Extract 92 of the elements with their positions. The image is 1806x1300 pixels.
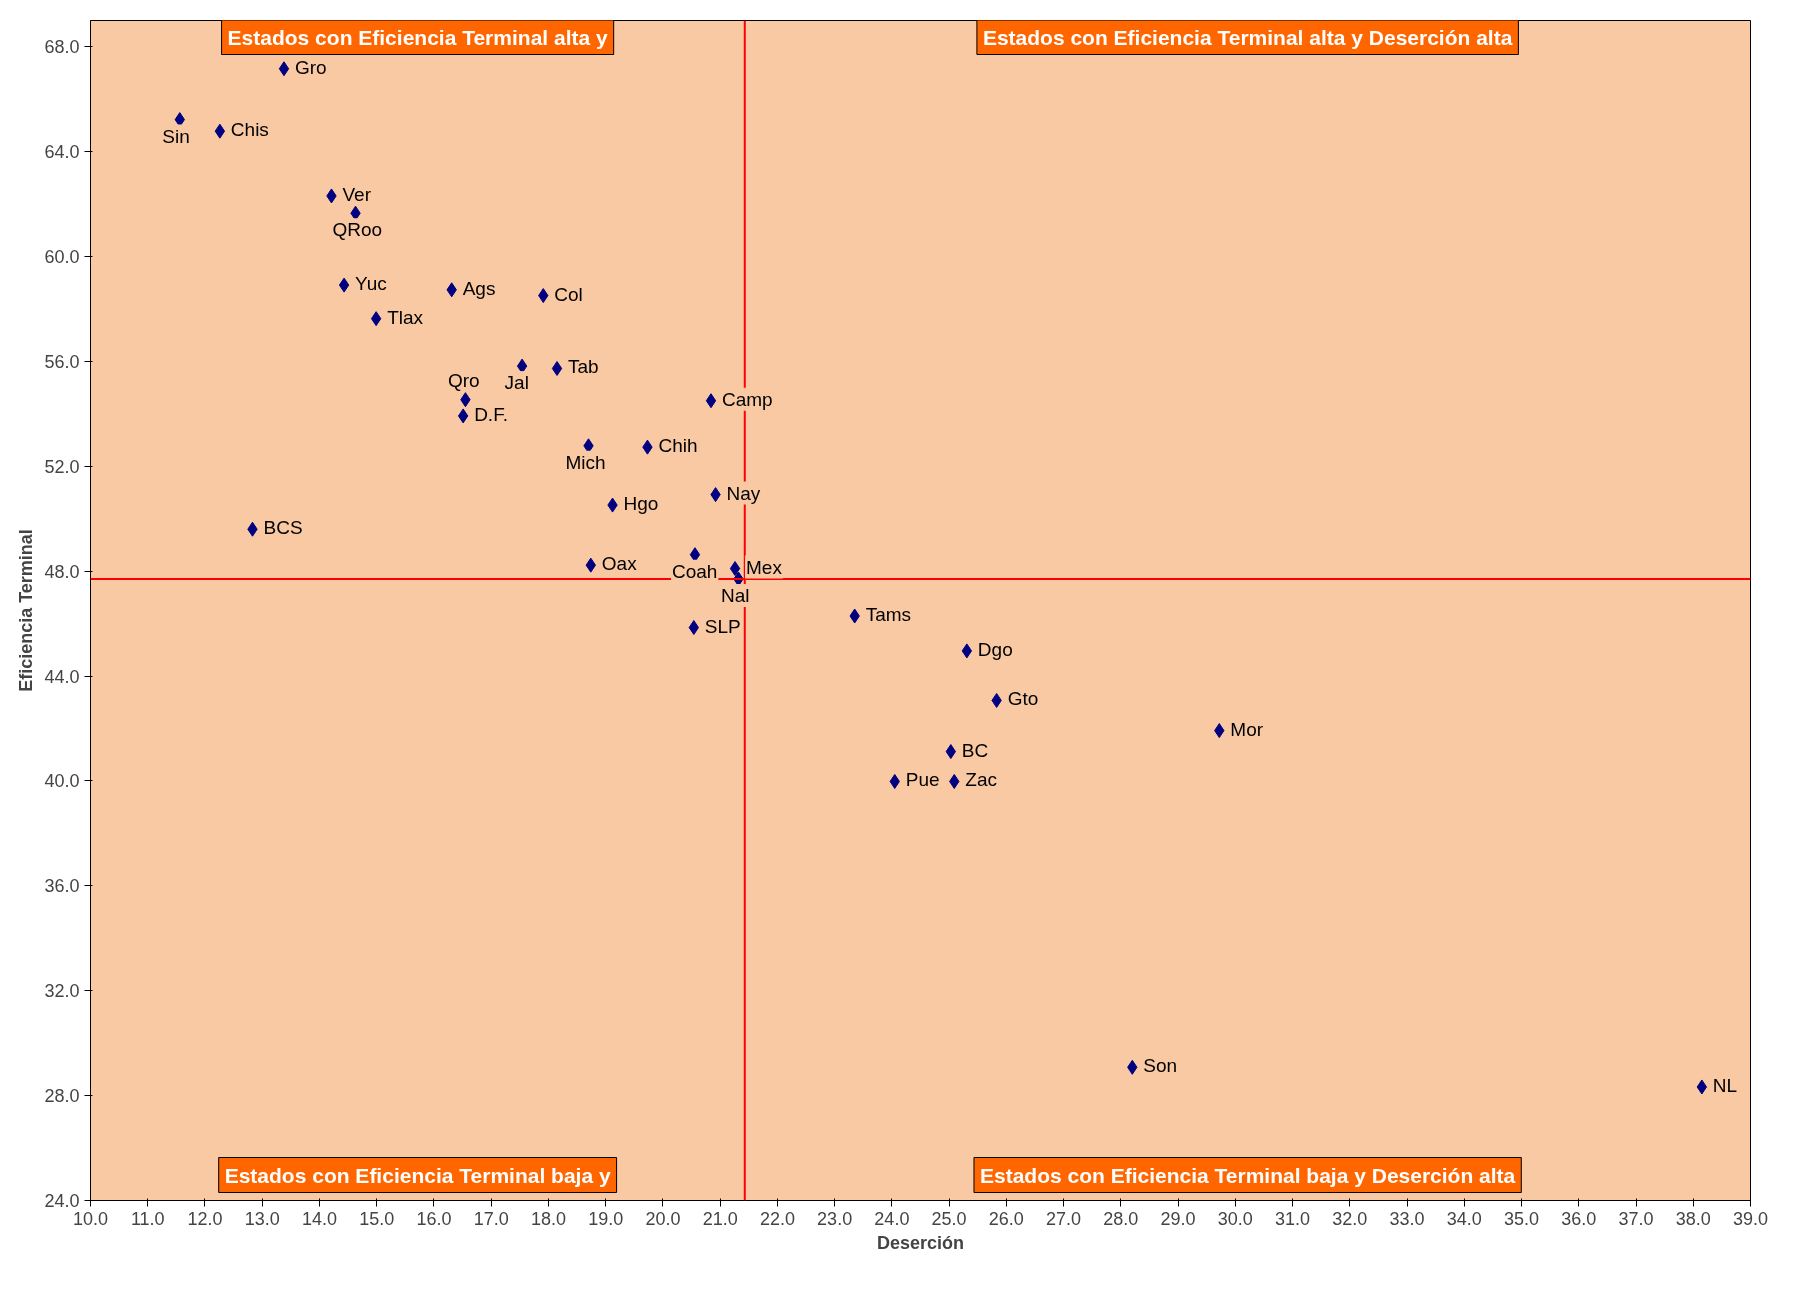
x-tick-label: 35.0 (1504, 1208, 1540, 1229)
x-tick-label: 38.0 (1675, 1208, 1711, 1229)
x-tick-label: 17.0 (473, 1208, 509, 1229)
annotation: Coah (671, 560, 718, 582)
annotation: Qro (447, 369, 480, 391)
annotation: Dgo (977, 638, 1013, 660)
x-tick-label: 11.0 (130, 1208, 165, 1229)
annotation: Estados con Eficiencia Terminal baja y (224, 1163, 611, 1187)
annotation: Yuc (355, 273, 387, 295)
y-tick-label: 56.0 (44, 351, 80, 372)
y-tick-label: 64.0 (44, 142, 80, 163)
x-tick-label: 34.0 (1446, 1208, 1482, 1229)
annotation: Estados con Eficiencia Terminal alta y (227, 25, 608, 49)
annotation: Son (1143, 1055, 1178, 1077)
point (457, 408, 469, 424)
point (214, 123, 226, 139)
annotation: Oax (601, 553, 638, 575)
x-tick-label: 23.0 (817, 1208, 853, 1229)
annotation: Mor (1230, 718, 1264, 740)
annotation: Estados con Eficiencia Terminal baja y Deserción alta (979, 1163, 1516, 1187)
x-tick-label: 10.0 (72, 1208, 109, 1229)
annotation: D.F. (474, 403, 508, 425)
x-tick-label: 32.0 (1332, 1208, 1368, 1229)
annotation: Gto (1007, 688, 1039, 710)
y-tick-label: 44.0 (44, 666, 80, 687)
annotation: BCS (263, 517, 303, 539)
annotation: Mich (565, 451, 606, 473)
x-tick-label: 21.0 (702, 1208, 738, 1229)
x-tick-label: 37.0 (1618, 1208, 1654, 1229)
x-tick-label: 29.0 (1160, 1208, 1196, 1229)
annotation: Jal (504, 372, 529, 394)
x-axis-title: Deserción (876, 1232, 965, 1253)
annotation: Chih (658, 435, 698, 457)
x-tick-label: 14.0 (301, 1208, 337, 1229)
point (370, 311, 382, 327)
annotation: Ags (462, 277, 496, 299)
y-tick-label: 40.0 (44, 771, 80, 792)
x-tick-label: 30.0 (1217, 1208, 1253, 1229)
x-tick-label: 19.0 (588, 1208, 624, 1229)
point (705, 393, 717, 409)
y-tick-label: 36.0 (44, 876, 80, 897)
y-tick-label: 52.0 (44, 456, 80, 477)
point (278, 61, 290, 77)
annotation: NL (1712, 1074, 1738, 1096)
x-tick-label: 18.0 (530, 1208, 566, 1229)
annotation: Tab (568, 356, 599, 378)
x-tick-label: 31.0 (1275, 1208, 1311, 1229)
annotation: Pue (905, 769, 940, 791)
x-tick-label: 24.0 (874, 1208, 910, 1229)
x-tick-label: 39.0 (1732, 1208, 1769, 1229)
y-tick-label: 68.0 (44, 37, 80, 58)
y-tick-label: 32.0 (44, 981, 80, 1002)
annotation: Gro (294, 56, 327, 78)
annotation: Ver (342, 183, 372, 205)
annotation: Tlax (387, 306, 424, 328)
x-tick-label: 22.0 (759, 1208, 795, 1229)
annotation: SLP (704, 615, 741, 637)
x-tick-label: 25.0 (931, 1208, 967, 1229)
annotation: Nal (720, 585, 750, 607)
x-tick-label: 27.0 (1046, 1208, 1082, 1229)
x-tick-label: 16.0 (416, 1208, 452, 1229)
annotation: Mex (746, 556, 783, 578)
annotation: Tams (865, 604, 912, 626)
annotation: Hgo (623, 493, 659, 515)
y-tick-label: 48.0 (44, 561, 80, 582)
annotation: Nay (726, 482, 761, 504)
annotation: Chis (230, 119, 269, 141)
annotation: Camp (722, 388, 773, 410)
y-axis-title: Eficiencia Terminal (16, 529, 37, 692)
annotation: BC (961, 739, 989, 761)
point (516, 358, 528, 374)
point (961, 643, 973, 659)
y-tick-label: 24.0 (44, 1191, 80, 1211)
point (729, 561, 741, 577)
annotation: Zac (965, 769, 997, 791)
x-tick-label: 26.0 (988, 1208, 1024, 1229)
annotation: Estados con Eficiencia Terminal alta y Deserción alta (982, 25, 1513, 49)
y-tick-label: 60.0 (44, 247, 80, 267)
x-tick-label: 28.0 (1103, 1208, 1139, 1229)
x-tick-label: 36.0 (1561, 1208, 1597, 1229)
annotation: QRoo (332, 219, 383, 241)
point (551, 360, 563, 376)
point (1696, 1079, 1708, 1095)
y-tick-label: 28.0 (44, 1086, 80, 1107)
point (338, 277, 350, 293)
x-tick-label: 12.0 (187, 1208, 223, 1229)
x-tick-label: 33.0 (1389, 1208, 1425, 1229)
x-tick-label: 20.0 (645, 1208, 681, 1229)
x-tick-label: 13.0 (244, 1208, 280, 1229)
x-tick-label: 15.0 (359, 1208, 395, 1229)
annotation: Sin (162, 125, 190, 147)
annotation: Col (554, 283, 583, 305)
